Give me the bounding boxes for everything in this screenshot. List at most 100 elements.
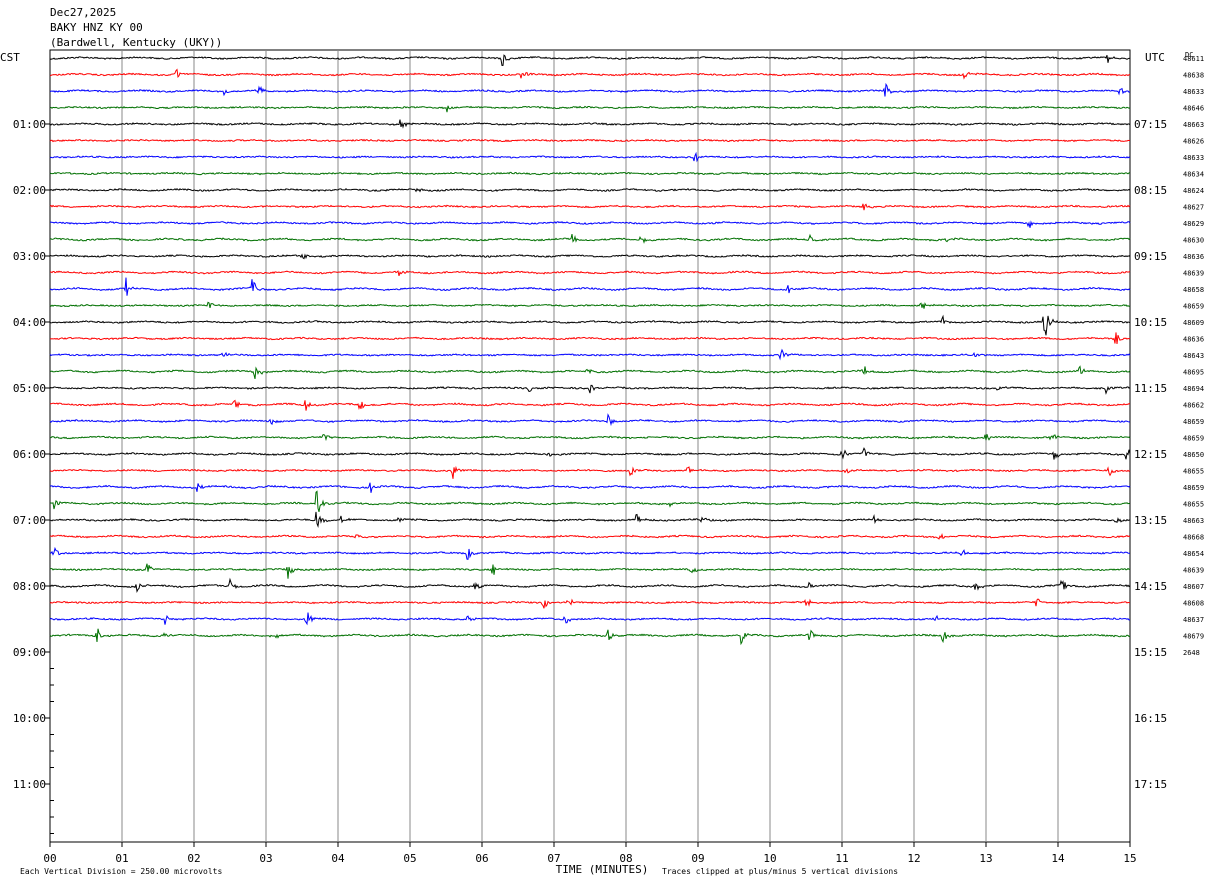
right-hour-label-4: 11:15 [1134, 382, 1167, 395]
dc-offset-13: 48639 [1183, 270, 1204, 278]
x-tick-label-11: 11 [835, 852, 848, 865]
right-hour-label-1: 08:15 [1134, 184, 1167, 197]
dc-offset-labels: 48611 48638 48633 48646 48663 48626 48633 48634… [1183, 55, 1204, 657]
dc-offset-14: 48658 [1183, 286, 1204, 294]
dc-offset-23: 48659 [1183, 435, 1204, 443]
left-hour-label-5: 06:00 [13, 448, 46, 461]
x-tick-label-13: 13 [979, 852, 992, 865]
dc-offset-22: 48659 [1183, 418, 1204, 426]
x-tick-label-03: 03 [259, 852, 272, 865]
trace-row-19 [49, 365, 1131, 380]
dc-offset-29: 48668 [1183, 534, 1204, 542]
x-tick-label-04: 04 [331, 852, 345, 865]
dc-offset-6: 48633 [1183, 154, 1204, 162]
dc-offset-header: DC [1185, 51, 1193, 59]
clip-note: Traces clipped at plus/minus 5 vertical … [662, 867, 898, 876]
x-tick-label-08: 08 [619, 852, 632, 865]
trace-row-6 [49, 151, 1131, 163]
trace-row-10 [50, 220, 1131, 228]
dc-offset-32: 48607 [1183, 583, 1204, 591]
trace-row-25 [49, 465, 1131, 479]
dc-offset-10: 48629 [1183, 220, 1204, 228]
x-tick-label-09: 09 [691, 852, 704, 865]
trace-row-4 [49, 119, 1131, 129]
trace-row-1 [49, 68, 1131, 80]
x-tick-label-01: 01 [115, 852, 128, 865]
trace-row-13 [49, 270, 1131, 277]
dc-offset-19: 48695 [1183, 369, 1204, 377]
right-hour-label-9: 16:15 [1134, 712, 1167, 725]
dc-offset-31: 48639 [1183, 567, 1204, 575]
dc-offset-20: 48694 [1183, 385, 1204, 393]
left-hour-label-9: 10:00 [13, 712, 46, 725]
dc-offset-11: 48630 [1183, 237, 1204, 245]
dc-offset-12: 48636 [1183, 253, 1204, 261]
trace-row-15 [49, 301, 1131, 309]
x-axis-ticks: 00 01 02 03 04 05 06 07 08 09 10 11 12 13 14 15 [43, 842, 1137, 865]
trace-row-30 [49, 546, 1131, 560]
x-axis-label: TIME (MINUTES) [556, 863, 649, 876]
dc-offset-25: 48655 [1183, 468, 1204, 476]
left-hour-label-2: 03:00 [13, 250, 46, 263]
dc-offset-0: 48611 [1183, 55, 1204, 63]
dc-offset-9: 48627 [1183, 204, 1204, 212]
dc-offset-17: 48636 [1183, 336, 1204, 344]
trace-row-31 [49, 563, 1131, 579]
vertical-gridlines [121, 50, 1059, 842]
trace-row-23 [49, 434, 1131, 442]
trace-row-7 [49, 171, 1131, 176]
x-tick-label-02: 02 [187, 852, 200, 865]
dc-offset-5: 48626 [1183, 138, 1204, 146]
trace-row-9 [49, 203, 1131, 211]
trace-row-20 [49, 384, 1131, 395]
x-tick-label-10: 10 [763, 852, 776, 865]
trace-row-11 [49, 233, 1131, 244]
dc-offset-8: 48624 [1183, 187, 1204, 195]
right-hour-label-8: 15:15 [1134, 646, 1167, 659]
dc-offset-16: 48609 [1183, 319, 1204, 327]
dc-offset-3: 48646 [1183, 105, 1204, 113]
left-hour-label-3: 04:00 [13, 316, 46, 329]
trace-row-27 [49, 490, 1131, 513]
trace-row-33 [49, 598, 1131, 609]
dc-offset-4: 48663 [1183, 121, 1204, 129]
trace-row-35 [49, 628, 1131, 646]
right-hour-label-7: 14:15 [1134, 580, 1167, 593]
trace-row-18 [49, 348, 1131, 361]
left-hour-label-0: 01:00 [13, 118, 46, 131]
dc-offset-28: 48663 [1183, 517, 1204, 525]
trace-row-17 [49, 332, 1131, 344]
trace-row-32 [49, 577, 1131, 594]
hour-labels: 01:00 02:00 03:00 04:00 05:00 06:00 07:00 08:00… [13, 118, 1167, 834]
dc-offset-36: 2648 [1183, 649, 1200, 657]
right-hour-label-3: 10:15 [1134, 316, 1167, 329]
left-hour-label-6: 07:00 [13, 514, 46, 527]
x-tick-label-15: 15 [1123, 852, 1136, 865]
trace-row-26 [49, 482, 1131, 493]
plot-station: BAKY HNZ KY 00 [50, 21, 143, 34]
trace-row-28 [49, 511, 1131, 529]
dc-offset-35: 48679 [1183, 633, 1204, 641]
dc-offset-15: 48659 [1183, 303, 1204, 311]
plot-frame [49, 49, 1131, 843]
dc-offset-2: 48633 [1183, 88, 1204, 96]
x-tick-label-00: 00 [43, 852, 56, 865]
trace-row-34 [49, 612, 1131, 626]
trace-row-0 [49, 54, 1131, 67]
dc-offset-26: 48659 [1183, 484, 1204, 492]
trace-row-12 [49, 253, 1131, 260]
left-hour-label-8: 09:00 [13, 646, 46, 659]
x-tick-label-12: 12 [907, 852, 920, 865]
trace-row-29 [49, 533, 1131, 540]
trace-row-16 [49, 314, 1131, 336]
x-tick-label-07: 07 [547, 852, 560, 865]
trace-row-5 [49, 138, 1131, 143]
left-timezone-label: CST [0, 51, 20, 64]
dc-offset-1: 48638 [1183, 72, 1204, 80]
dc-offset-33: 48608 [1183, 600, 1204, 608]
plot-location: (Bardwell, Kentucky (UKY)) [50, 36, 222, 49]
x-tick-label-05: 05 [403, 852, 416, 865]
right-hour-label-0: 07:15 [1134, 118, 1167, 131]
left-hour-label-7: 08:00 [13, 580, 46, 593]
